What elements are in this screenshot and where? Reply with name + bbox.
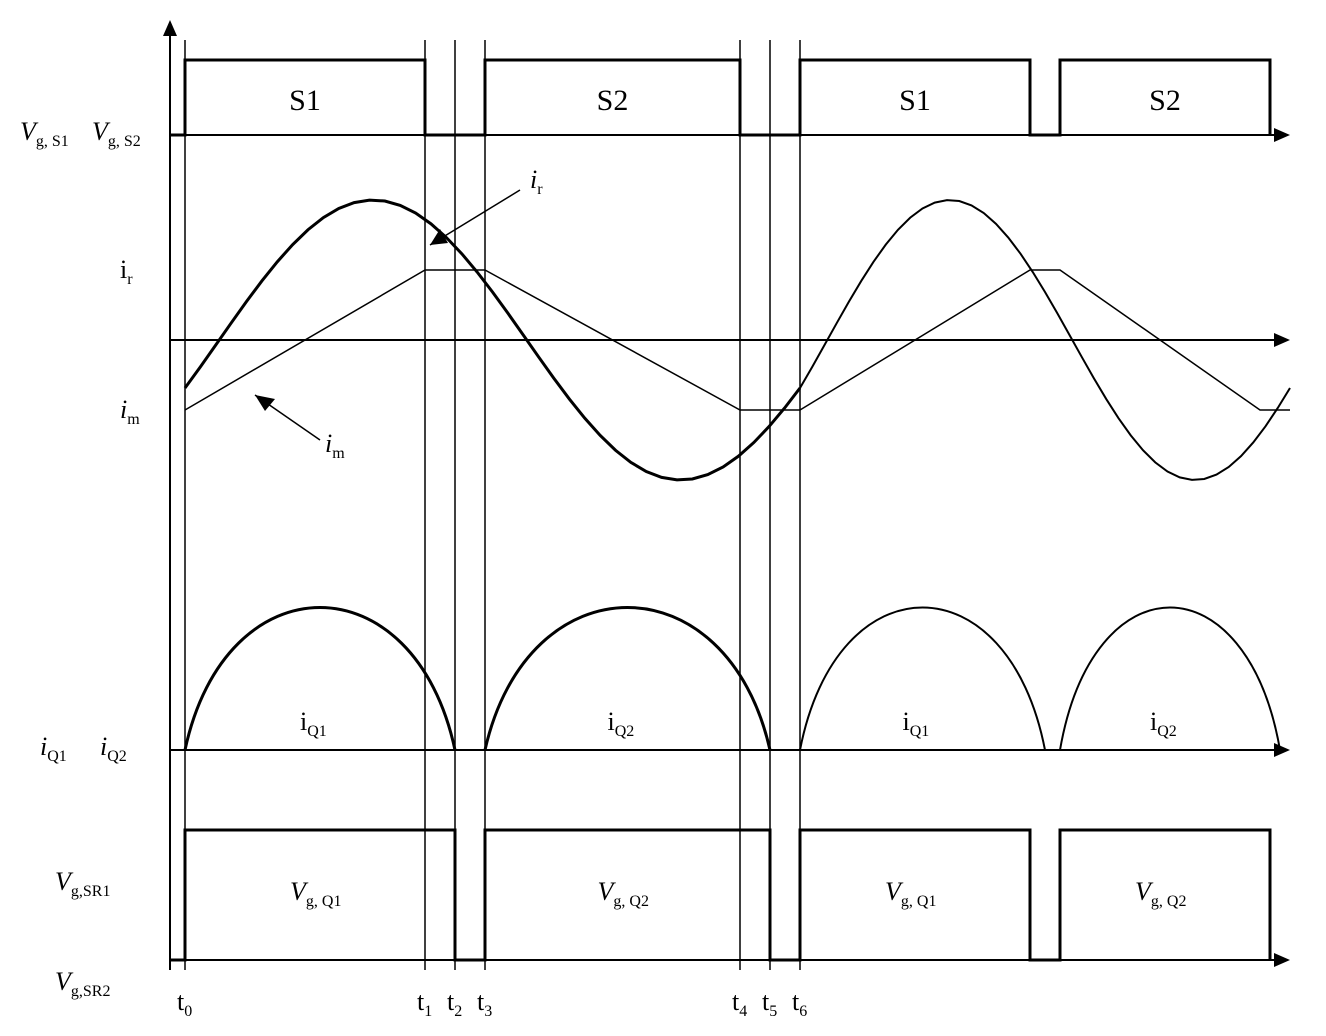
ir-label: ir [530,165,543,198]
row3-label-iq1: iQ1 [40,732,67,765]
iq-caption-1: iQ2 [608,707,635,740]
time-label-t6: t6 [792,987,807,1020]
row2-tick-ir: ir [120,255,133,288]
im-label: im [325,429,345,462]
iq-caption-3: iQ2 [1150,707,1177,740]
timing-diagram: S1 S2 S1 S2 Vg, S1 Vg, S2 ir im ir im iQ1 iQ2 iQ1 iQ2… [0,0,1326,1036]
time-label-t4: t4 [732,987,747,1020]
svg-text:S1: S1 [289,84,321,117]
time-label-t3: t3 [477,987,492,1020]
row3-label-iq2: iQ2 [100,732,127,765]
iq-caption-2: iQ1 [903,707,930,740]
time-label-t0: t0 [177,987,192,1020]
vgq-caption-3: Vg, Q2 [1135,877,1186,910]
svg-text:S2: S2 [1149,84,1181,117]
row1-label-vgs2: Vg, S2 [92,117,141,150]
time-label-t5: t5 [762,987,777,1020]
row4-label-vgsr2: Vg,SR2 [55,967,110,1000]
svg-text:S2: S2 [597,84,629,117]
iq-caption-0: iQ1 [300,707,327,740]
row1-label-vgs1: Vg, S1 [20,117,69,150]
row2-tick-im: im [120,395,140,428]
row4-label-vgsr1: Vg,SR1 [55,867,110,900]
vgq-caption-1: Vg, Q2 [598,877,649,910]
svg-text:S1: S1 [899,84,931,117]
time-label-t1: t1 [417,987,432,1020]
vgq-caption-2: Vg, Q1 [885,877,936,910]
vgq-caption-0: Vg, Q1 [290,877,341,910]
time-label-t2: t2 [447,987,462,1020]
